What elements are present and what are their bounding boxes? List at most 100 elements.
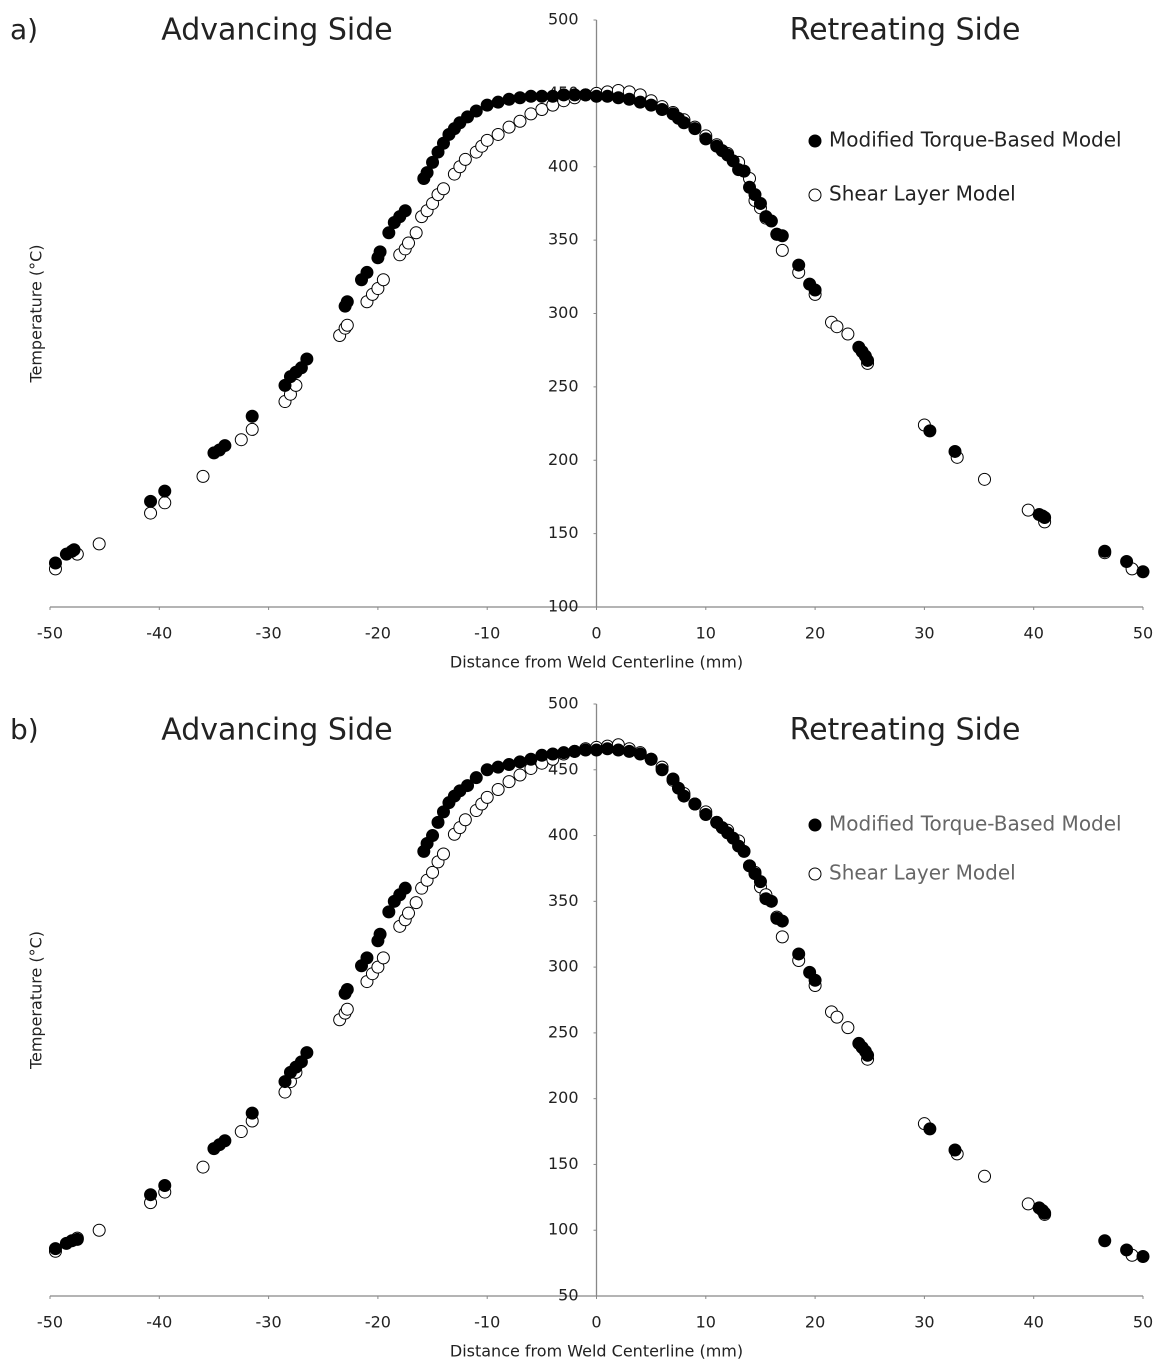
y-tick-label: 500 — [548, 694, 579, 713]
x-tick-label: -40 — [146, 1313, 172, 1332]
data-point — [1038, 1206, 1052, 1220]
data-point — [535, 103, 549, 117]
legend-label: Shear Layer Model — [829, 182, 1016, 206]
data-point — [600, 89, 614, 103]
data-point — [340, 1002, 354, 1016]
data-point — [360, 951, 374, 965]
x-tick-label: -20 — [365, 1313, 391, 1332]
data-point — [420, 166, 434, 180]
data-point — [196, 1160, 210, 1174]
y-tick-label: 350 — [548, 230, 579, 249]
data-point — [398, 881, 412, 895]
data-point — [402, 906, 416, 920]
data-point — [1136, 565, 1150, 579]
data-point — [376, 951, 390, 965]
legend-marker — [808, 818, 822, 832]
data-point — [764, 894, 778, 908]
x-tick-label: -40 — [146, 624, 172, 643]
data-point — [524, 752, 538, 766]
x-tick-label: 10 — [696, 624, 716, 643]
data-point — [480, 790, 494, 804]
data-point — [688, 122, 702, 136]
data-point — [808, 283, 822, 297]
y-tick-label: 250 — [548, 376, 579, 395]
data-point — [360, 265, 374, 279]
x-tick-label: -50 — [37, 1313, 63, 1332]
data-point — [1120, 555, 1134, 569]
data-point — [677, 116, 691, 130]
data-point — [373, 927, 387, 941]
data-point — [196, 469, 210, 483]
y-tick-label: 100 — [548, 1220, 579, 1239]
x-tick-label: -10 — [474, 624, 500, 643]
data-point — [491, 760, 505, 774]
data-point — [535, 748, 549, 762]
data-point — [1021, 1197, 1035, 1211]
data-point — [502, 775, 516, 789]
y-tick-label: 350 — [548, 891, 579, 910]
panel-label: a) — [10, 13, 38, 46]
data-point — [426, 829, 440, 843]
y-tick-label: 200 — [548, 450, 579, 469]
data-point — [590, 743, 603, 757]
data-point — [923, 1122, 937, 1136]
legend-marker — [808, 134, 822, 148]
data-point — [144, 1188, 158, 1202]
y-tick-label: 50 — [558, 1286, 578, 1305]
y-tick-label: 500 — [548, 10, 579, 29]
data-point — [861, 353, 875, 367]
x-tick-label: 50 — [1133, 1313, 1153, 1332]
data-point — [1098, 544, 1112, 558]
data-point — [775, 914, 789, 928]
x-tick-label: 0 — [591, 1313, 601, 1332]
data-point — [775, 229, 789, 243]
data-point — [382, 905, 396, 919]
data-point — [948, 444, 962, 458]
x-tick-label: -20 — [365, 624, 391, 643]
data-point — [808, 973, 822, 987]
data-point — [469, 771, 483, 785]
y-tick-label: 400 — [548, 156, 579, 175]
annotation: Advancing Side — [161, 713, 393, 748]
data-point — [502, 120, 516, 134]
x-tick-label: 40 — [1024, 624, 1044, 643]
data-point — [764, 214, 778, 228]
x-tick-label: -10 — [474, 1313, 500, 1332]
data-point — [382, 226, 396, 240]
data-point — [622, 92, 636, 106]
x-axis-title: Distance from Weld Centerline (mm) — [450, 1342, 743, 1361]
data-point — [579, 88, 593, 102]
x-axis-title: Distance from Weld Centerline (mm) — [450, 653, 743, 672]
data-point — [158, 1178, 172, 1192]
data-point — [677, 789, 691, 803]
data-point — [753, 875, 767, 889]
data-point — [861, 1048, 875, 1062]
data-point — [158, 484, 172, 498]
data-point — [792, 947, 806, 961]
x-tick-label: -30 — [256, 1313, 282, 1332]
data-point — [655, 763, 669, 777]
data-point — [436, 182, 450, 196]
data-point — [48, 556, 62, 570]
data-point — [633, 747, 647, 761]
data-point — [158, 496, 172, 510]
data-point — [458, 152, 472, 166]
data-point — [431, 815, 445, 829]
data-point — [568, 88, 582, 102]
data-point — [1120, 1243, 1134, 1257]
data-point — [70, 1232, 84, 1246]
data-point — [644, 752, 658, 766]
x-tick-label: 30 — [914, 1313, 934, 1332]
data-point — [458, 813, 472, 827]
x-tick-label: 0 — [591, 624, 601, 643]
data-point — [502, 92, 516, 106]
data-point — [699, 132, 713, 146]
legend-marker — [808, 867, 822, 881]
legend-label: Modified Torque-Based Model — [829, 128, 1122, 152]
panel-label: b) — [10, 713, 39, 746]
data-point — [480, 98, 494, 112]
data-point — [611, 743, 625, 757]
x-tick-label: 10 — [696, 1313, 716, 1332]
x-tick-label: -30 — [256, 624, 282, 643]
